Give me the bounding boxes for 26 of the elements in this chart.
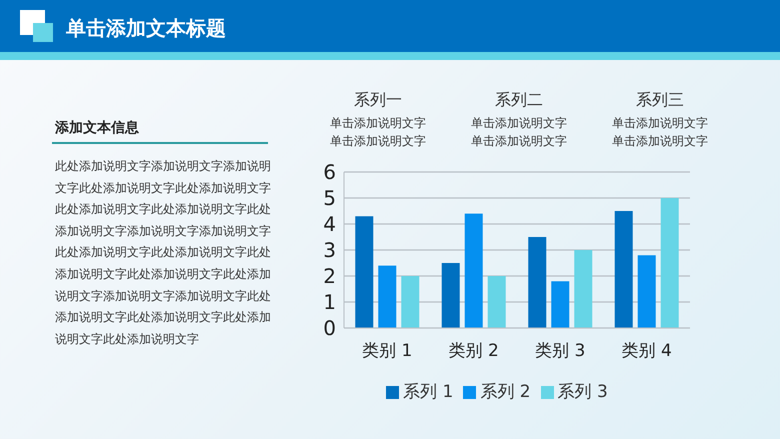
legend-label: 系列 2: [480, 382, 531, 402]
text: 单击添加文本标题: [66, 15, 226, 42]
y-tick-label: 5: [323, 186, 336, 210]
text: 系列三: [635, 90, 685, 110]
text: 系列一: [353, 90, 403, 110]
text: 单击添加说明文字: [329, 115, 427, 131]
y-tick-label: 2: [323, 264, 336, 288]
y-tick-label: 1: [323, 290, 336, 314]
x-tick-label: 类别 4: [622, 341, 672, 362]
text: 单击添加说明文字: [470, 115, 568, 131]
text: 此处添加说明文字添加说明文字添加说明文字此处添加说明文字此处添加说明文字此处添加说明文字此处添加说明文字此处添加说明文字添加说明文字添加说明文字此处添加说明文字此处添加说明文字此处添加说明文字此处添加说明文字此处添加说明文字添加说明文字添加说明文字此处添加说明文字此处添加说明文字此处添加说明文字此处添加说明文字: [55, 159, 271, 346]
text: 单击添加说明文字: [611, 115, 709, 131]
x-tick-label: 类别 1: [362, 341, 412, 362]
legend-label: 系列 3: [558, 382, 608, 402]
text: 添加文本信息: [55, 119, 139, 137]
text: 单击添加说明文字: [611, 133, 709, 149]
text: 系列二: [494, 90, 544, 110]
legend-label: 系列 1: [403, 382, 454, 402]
x-tick-label: 类别 3: [535, 341, 586, 362]
x-tick-label: 类别 2: [448, 341, 499, 362]
y-tick-label: 4: [323, 212, 336, 236]
text: 单击添加说明文字: [470, 133, 568, 149]
y-tick-label: 6: [323, 160, 336, 184]
text: 单击添加说明文字: [329, 133, 427, 149]
y-tick-label: 0: [323, 316, 336, 340]
y-tick-label: 3: [323, 238, 336, 262]
